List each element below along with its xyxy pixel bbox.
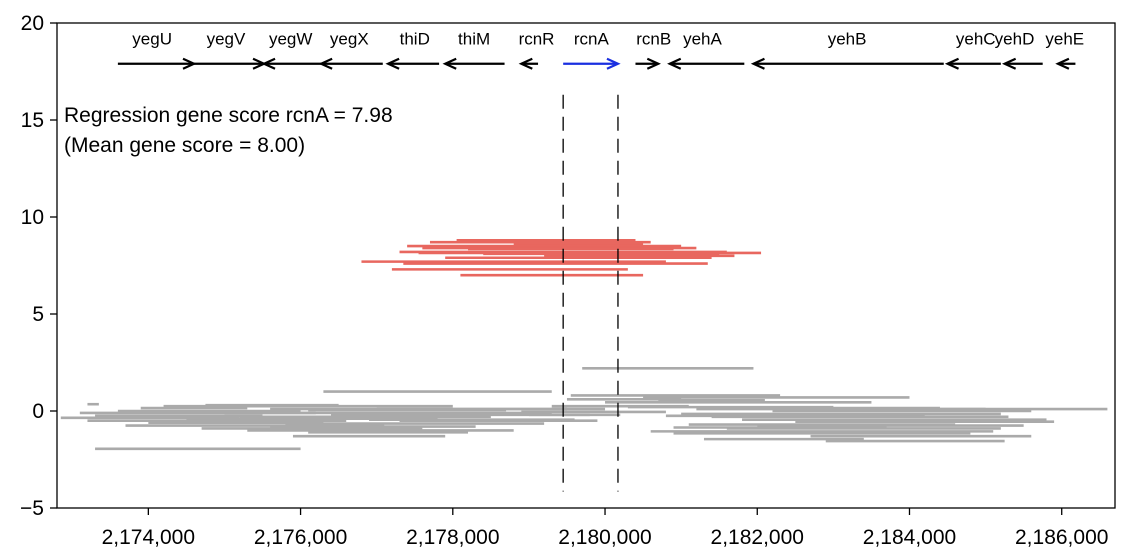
y-tick-label: 15	[21, 109, 44, 132]
gene-arrowhead-rcnA	[606, 57, 621, 70]
gene-arrowhead-rcnB	[646, 57, 661, 70]
gene-label-rcnR: rcnR	[519, 29, 555, 48]
highlight-lines	[562, 94, 619, 492]
gene-label-yehE: yehE	[1045, 29, 1084, 48]
x-tick-label: 2,186,000	[1015, 526, 1108, 549]
gene-arrowhead-yehB	[750, 57, 765, 70]
gene-track: yegU yegV yegW yegX thiD thiM rcnR rcnA rcnB yehA…	[117, 29, 1084, 70]
gene-label-yehD: yehD	[995, 29, 1035, 48]
gene-arrowhead-yehA	[667, 57, 682, 70]
y-tick-label: 0	[32, 400, 44, 423]
y-tick-label: 5	[32, 303, 44, 326]
gene-arrowhead-yegW	[261, 57, 276, 70]
x-tick-label: 2,178,000	[406, 526, 499, 549]
gene-arrowhead-yehD	[1001, 57, 1017, 70]
x-tick-label: 2,174,000	[102, 526, 195, 549]
gene-arrowhead-yehE	[1055, 57, 1070, 70]
regression-score-annotation: Regression gene score rcnA = 7.98	[64, 104, 393, 127]
gene-label-yegV: yegV	[207, 29, 246, 48]
y-tick-label: 10	[21, 206, 44, 229]
gene-label-thiD: thiD	[400, 29, 430, 48]
x-tick-label: 2,184,000	[863, 526, 956, 549]
data-layer	[60, 238, 1108, 451]
axes: −5 0 5 10 15 20 2,174,000 2,176,000 2,178,000 2,1…	[20, 12, 1108, 549]
gene-label-yehB: yehB	[828, 29, 867, 48]
plot-frame	[56, 22, 1116, 509]
gene-arrowhead-rcnR	[518, 57, 533, 70]
gene-label-yehC: yehC	[956, 29, 996, 48]
gene-arrowhead-yegX	[318, 57, 333, 70]
gene-label-yehA: yehA	[683, 29, 722, 48]
x-tick-label: 2,180,000	[558, 526, 651, 549]
gene-label-yegX: yegX	[330, 29, 369, 48]
y-tick-label: −5	[20, 497, 44, 520]
x-tick-label: 2,176,000	[254, 526, 347, 549]
gene-arrowhead-yehC	[944, 57, 960, 70]
gene-label-rcnB: rcnB	[636, 29, 671, 48]
gene-label-yegU: yegU	[132, 29, 172, 48]
gene-arrowhead-thiD	[385, 57, 400, 70]
gene-arrowhead-thiM	[442, 57, 457, 70]
y-tick-label: 20	[21, 12, 44, 35]
gene-label-yegW: yegW	[269, 29, 312, 48]
mean-score-annotation: (Mean gene score = 8.00)	[64, 134, 305, 157]
x-tick-label: 2,182,000	[711, 526, 804, 549]
gene-label-thiM: thiM	[458, 29, 490, 48]
gene-label-rcnA: rcnA	[574, 29, 610, 48]
